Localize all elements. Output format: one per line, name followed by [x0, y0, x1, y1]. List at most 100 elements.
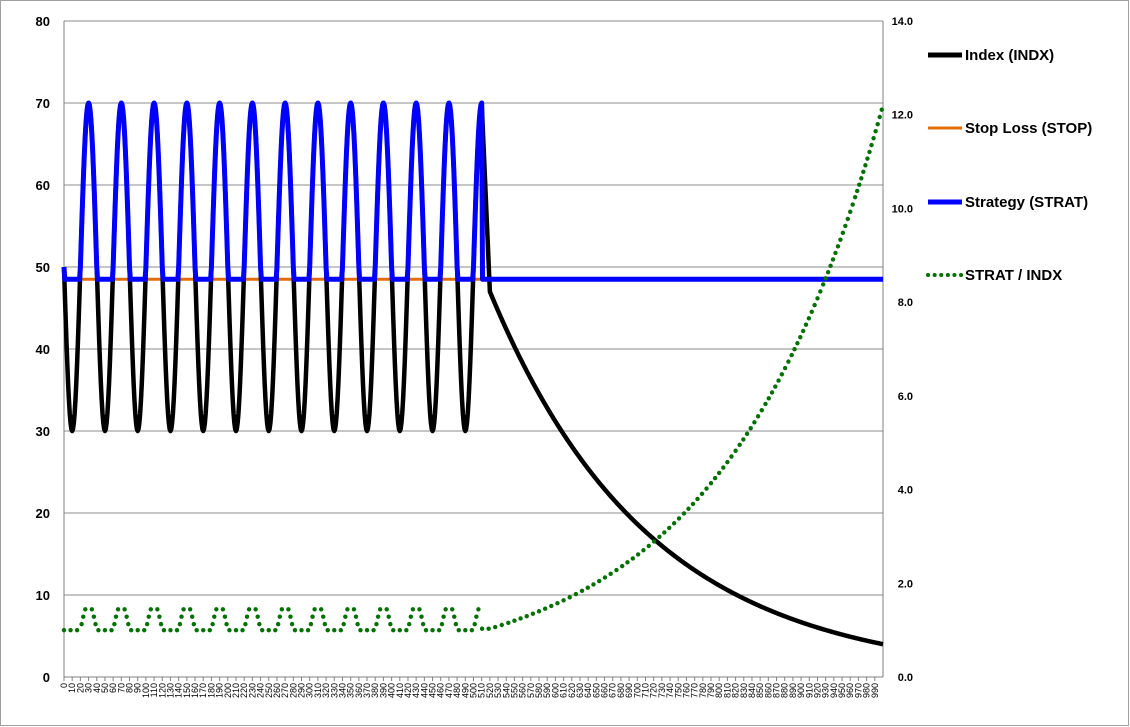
ratio-dot: [717, 470, 722, 476]
x-tick-label: 940: [829, 683, 839, 698]
ratio-dot: [417, 607, 422, 612]
ratio-dot: [651, 539, 657, 544]
ratio-dot: [699, 491, 705, 497]
ratio-dot: [614, 567, 619, 573]
ratio-dot: [224, 621, 229, 627]
x-tick-label: 110: [149, 683, 159, 697]
ratio-dot: [358, 627, 363, 633]
ratio-dot: [96, 627, 101, 633]
ratio-dot: [725, 459, 730, 465]
x-tick-label: 930: [821, 683, 831, 698]
ratio-dot: [273, 627, 278, 633]
ratio-dot: [863, 163, 868, 168]
x-tick-label: 50: [100, 683, 110, 693]
x-tick-label: 370: [362, 683, 372, 698]
x-tick-label: 840: [747, 683, 757, 698]
ratio-dot: [524, 613, 529, 619]
ratio-dot: [386, 614, 391, 619]
ratio-dot: [222, 614, 228, 619]
ratio-dot: [353, 614, 359, 619]
ratio-dot: [292, 627, 298, 633]
legend-label-index: Index (INDX): [965, 47, 1054, 64]
ratio-dot: [549, 603, 554, 609]
ratio-dot: [266, 627, 271, 633]
ratio-dot: [542, 606, 548, 611]
ratio-dot: [308, 621, 314, 627]
x-tick-label: 860: [763, 683, 773, 698]
ratio-dot: [835, 244, 841, 249]
ratio-dot: [773, 384, 778, 389]
ratio-dot: [299, 627, 304, 633]
ratio-dot: [499, 622, 504, 628]
x-tick-label: 130: [165, 683, 175, 698]
ratio-dot: [840, 230, 846, 236]
ratio-dot: [456, 627, 461, 633]
x-tick-label: 820: [731, 683, 741, 698]
x-tick-label: 40: [92, 683, 102, 693]
ratio-dot: [61, 627, 67, 633]
x-tick-label: 20: [75, 683, 85, 693]
ratio-dot: [246, 607, 252, 612]
ratio-dot: [79, 621, 84, 627]
ratio-dot: [318, 607, 324, 612]
x-tick-label: 660: [600, 683, 610, 698]
x-tick-label: 780: [698, 683, 708, 698]
x-tick-label: 250: [264, 683, 274, 698]
ratio-dot: [641, 548, 646, 553]
ratio-dot: [786, 359, 791, 364]
ratio-dot: [493, 624, 498, 630]
ratio-dot: [89, 607, 95, 612]
ratio-dot: [210, 621, 215, 627]
ratio-dot: [463, 627, 468, 633]
ratio-dot: [452, 614, 457, 619]
x-tick-label: 830: [739, 683, 749, 698]
x-tick-label: 420: [403, 683, 413, 698]
ratio-dot: [148, 607, 154, 612]
ratio-dot: [818, 289, 823, 294]
ratio-dot: [244, 614, 250, 619]
y-tick-label: 60: [36, 178, 50, 193]
ratio-dot: [135, 627, 140, 633]
ratio-dot: [332, 627, 337, 633]
x-tick-label: 910: [804, 683, 814, 698]
ratio-dot: [74, 627, 80, 633]
ratio-dot: [608, 571, 613, 577]
x-tick-label: 560: [518, 683, 528, 698]
x-tick-label: 80: [125, 683, 135, 693]
legend-item-strategy: Strategy (STRAT): [928, 194, 1088, 211]
ratio-dot: [585, 585, 590, 590]
ratio-dot: [453, 621, 459, 627]
x-tick-label: 300: [305, 683, 315, 698]
x-tick-label: 340: [337, 683, 347, 698]
ratio-dot: [843, 223, 848, 229]
ratio-dot: [207, 627, 212, 633]
x-tick-label: 190: [215, 683, 225, 698]
legend-item-index: Index (INDX): [928, 47, 1054, 64]
x-tick-label: 430: [411, 683, 421, 698]
x-tick-label: 240: [256, 683, 266, 698]
ratio-dot: [277, 614, 283, 619]
x-tick-label: 590: [542, 683, 552, 698]
ratio-dot: [729, 454, 734, 459]
x-tick-label: 400: [387, 683, 397, 698]
x-tick-label: 210: [231, 683, 241, 698]
ratio-dot: [128, 627, 134, 633]
ratio-dot: [476, 607, 481, 612]
x-tick-label: 790: [706, 683, 716, 698]
ratio-dot: [443, 607, 448, 612]
x-tick-label: 490: [460, 683, 470, 698]
x-tick-label: 720: [649, 683, 659, 698]
ratio-dot: [161, 627, 167, 633]
ratio-dot: [779, 372, 785, 377]
x-axis-ticks: 0102030405060708090100110120130140150160…: [59, 677, 880, 698]
ratio-dot: [657, 534, 662, 540]
ratio-dot: [690, 501, 696, 507]
y-tick-label: 80: [36, 14, 50, 29]
ratio-dot: [695, 496, 700, 502]
ratio-dot: [635, 552, 641, 557]
x-tick-label: 320: [321, 683, 331, 698]
ratio-dot: [338, 627, 344, 633]
ratio-dot: [769, 390, 775, 395]
ratio-dot: [867, 149, 872, 155]
ratio-dot: [752, 420, 757, 425]
